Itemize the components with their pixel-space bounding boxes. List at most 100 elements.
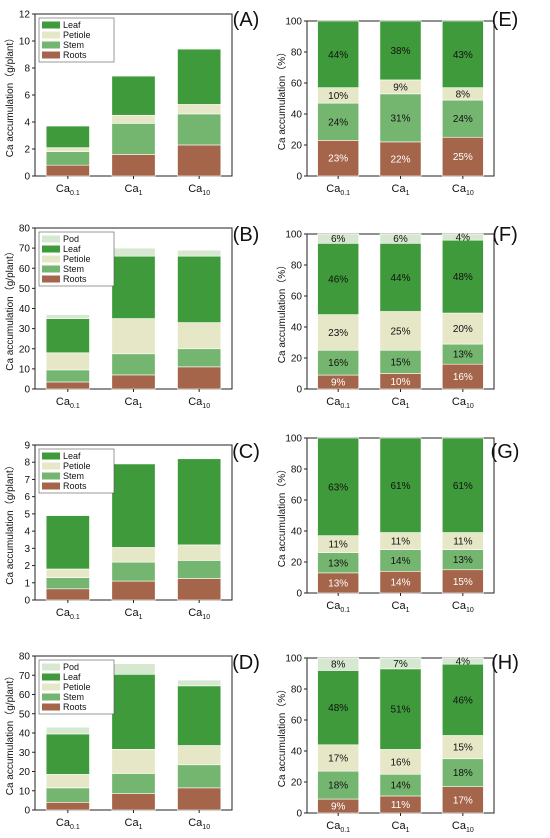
panel-letter: (B) (233, 224, 260, 246)
x-tick-label: Ca1 (392, 183, 410, 197)
legend-label-pod: Pod (63, 234, 79, 244)
x-tick-label: Ca1 (125, 607, 143, 621)
data-label: 17% (453, 795, 473, 806)
bar-segment-pod (45, 726, 90, 735)
y-tick-label: 60 (19, 264, 31, 275)
bar-segment-stem (45, 577, 90, 590)
data-label: 11% (391, 800, 410, 811)
bar-segment-leaf (379, 668, 422, 750)
y-tick-label: 80 (19, 224, 31, 235)
bar-segment-leaf (177, 458, 222, 546)
data-label: 14% (390, 556, 410, 567)
bar-segment-leaf (45, 733, 90, 775)
data-label: 16% (328, 358, 348, 369)
bar-segment-petiole (111, 318, 156, 355)
data-label: 15% (390, 357, 410, 368)
y-tick-label: 7 (24, 475, 30, 486)
x-tick-label: Ca1 (125, 817, 143, 831)
y-tick-label: 60 (291, 496, 303, 507)
legend-label-petiole: Petiole (63, 461, 91, 471)
x-tick-label: Ca0.1 (326, 183, 350, 197)
data-label: 14% (390, 781, 410, 792)
bar-segment-pod (45, 314, 90, 319)
bar-segment-leaf (177, 255, 222, 323)
y-tick-label: 100 (285, 654, 302, 665)
y-tick-label: 8 (24, 458, 30, 469)
x-tick-label: Ca0.1 (56, 396, 80, 410)
data-label: 6% (331, 234, 346, 245)
legend-swatch-pod (42, 663, 60, 671)
bar-segment-pod (111, 247, 156, 257)
data-label: 14% (390, 578, 410, 589)
y-axis-label: Ca accumulation（%） (276, 464, 288, 567)
legend-label-roots: Roots (63, 50, 87, 60)
bar-segment-pod (441, 657, 484, 665)
bar-segment-pod (111, 663, 156, 675)
bar-segment-pod (379, 233, 422, 244)
y-tick-label: 2 (24, 561, 30, 572)
chart-panel-c: 0 1 2 3 4 5 6 7 8 9 Ca accumulation（g/plant） (C) Ca0… (4, 441, 260, 622)
legend-label-stem: Stem (63, 692, 84, 702)
bar-segment-stem (177, 113, 222, 146)
data-label: 9% (331, 802, 346, 813)
bar-segment-petiole (177, 104, 222, 115)
y-tick-label: 0 (296, 589, 302, 600)
bar-segment-pod (177, 249, 222, 257)
bar-segment-petiole (317, 314, 360, 351)
y-tick-label: 20 (19, 344, 31, 355)
data-label: 8% (456, 89, 471, 100)
legend-swatch-roots (42, 703, 60, 711)
x-tick-label: Ca10 (452, 396, 474, 410)
panel-letter: (G) (491, 441, 520, 463)
legend-swatch-petiole (42, 31, 60, 39)
y-tick-label: 8 (24, 64, 30, 75)
y-tick-label: 1 (24, 578, 30, 589)
x-tick-label: Ca0.1 (56, 607, 80, 621)
legend-label-stem: Stem (63, 471, 84, 481)
data-label: 24% (453, 114, 473, 125)
bar-segment-leaf (441, 663, 484, 736)
chart-panel-g: 0 20 40 60 80 100 Ca accumulation（%） (G) 13% 13% 1… (276, 434, 519, 615)
legend-label-pod: Pod (63, 662, 79, 672)
y-tick-label: 50 (19, 284, 31, 295)
x-tick-label: Ca10 (188, 183, 210, 197)
bar-segment-leaf (317, 670, 360, 746)
data-label: 6% (393, 234, 408, 245)
data-label: 61% (390, 481, 410, 492)
data-label: 44% (328, 50, 348, 61)
bar-segment-leaf (111, 75, 156, 116)
bar-segment-roots (45, 588, 90, 601)
y-tick-label: 4 (24, 118, 30, 129)
data-label: 15% (453, 577, 473, 588)
bar-segment-petiole (177, 322, 222, 350)
legend-swatch-petiole (42, 255, 60, 263)
data-label: 23% (328, 328, 348, 339)
bar-segment-petiole (177, 745, 222, 766)
x-tick-label: Ca1 (125, 183, 143, 197)
x-tick-label: Ca0.1 (326, 396, 350, 410)
panel-letter: (E) (492, 9, 519, 31)
bar-segment-leaf (379, 20, 422, 81)
y-axis-label: Ca accumulation（%） (276, 684, 288, 787)
y-tick-label: 40 (19, 304, 31, 315)
bar-segment-leaf (177, 685, 222, 746)
data-label: 16% (390, 757, 410, 768)
data-label: 18% (453, 768, 473, 779)
y-tick-label: 2 (24, 145, 30, 156)
y-tick-label: 0 (296, 385, 302, 396)
y-tick-label: 80 (291, 261, 303, 272)
bar-segment-leaf (441, 437, 484, 533)
y-tick-label: 80 (291, 48, 303, 59)
legend-label-petiole: Petiole (63, 30, 91, 40)
y-tick-label: 40 (291, 747, 303, 758)
y-tick-label: 40 (19, 729, 31, 740)
legend-swatch-leaf (42, 21, 60, 29)
y-tick-label: 10 (19, 364, 31, 375)
y-tick-label: 12 (19, 10, 31, 21)
legend-label-leaf: Leaf (63, 20, 81, 30)
y-tick-label: 40 (291, 110, 303, 121)
legend-label-stem: Stem (63, 264, 84, 274)
